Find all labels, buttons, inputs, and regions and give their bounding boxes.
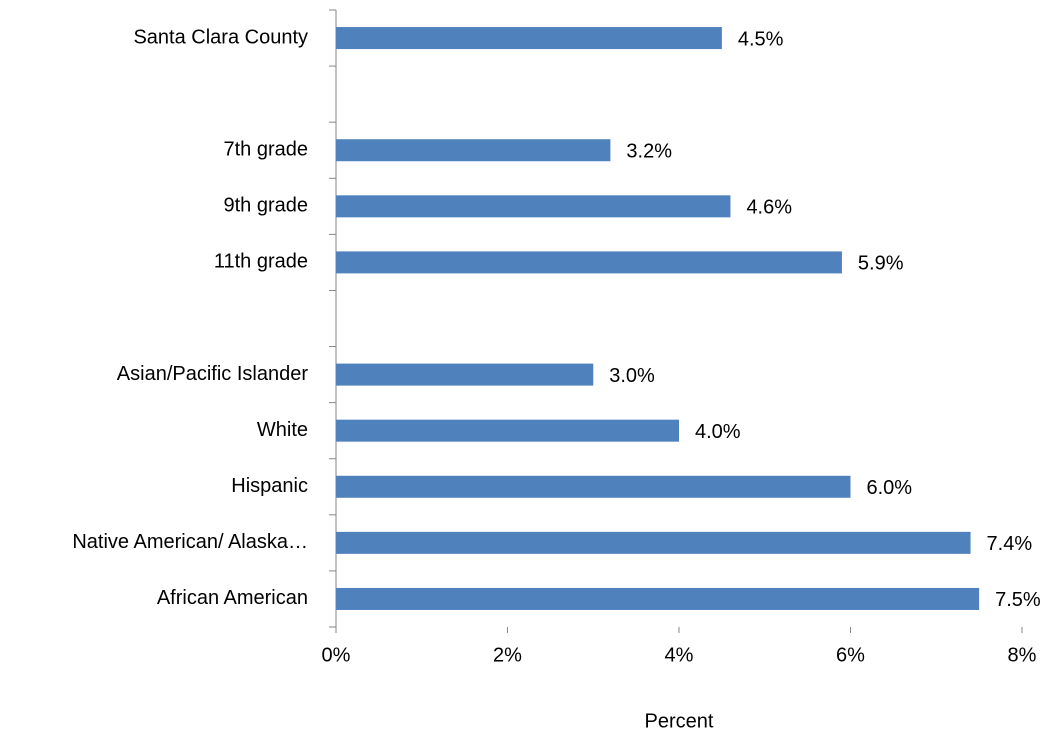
bar [336,587,980,610]
y-tick-label: Santa Clara County [133,26,308,48]
bar [336,475,851,498]
value-label: 3.0% [609,365,655,387]
value-label: 4.6% [746,197,792,219]
y-tick-label: 9th grade [223,195,308,217]
bar [336,139,611,162]
value-label: 4.5% [738,28,784,50]
value-label: 6.0% [867,477,913,499]
y-tick-label: White [257,419,308,441]
value-label: 7.5% [995,589,1041,611]
bar [336,531,971,554]
value-label: 4.0% [695,421,741,443]
value-label: 3.2% [626,141,672,163]
x-tick-label: 8% [1008,644,1037,666]
value-label: 7.4% [987,533,1033,555]
y-tick-label: Native American/ Alaska… [72,531,308,553]
bar [336,419,679,442]
bar [336,363,594,386]
value-label: 5.9% [858,253,904,275]
y-tick-label: 7th grade [223,139,308,161]
x-tick-label: 0% [322,644,351,666]
x-tick-label: 4% [665,644,694,666]
bar [336,195,731,218]
y-tick-label: Asian/Pacific Islander [117,363,309,385]
x-axis-label: Percent [645,710,714,732]
x-tick-label: 2% [493,644,522,666]
y-tick-label: 11th grade [214,251,308,273]
bar [336,251,842,274]
x-tick-label: 6% [836,644,865,666]
y-tick-label: African American [157,587,308,609]
y-tick-label: Hispanic [231,475,308,497]
bar [336,27,722,50]
